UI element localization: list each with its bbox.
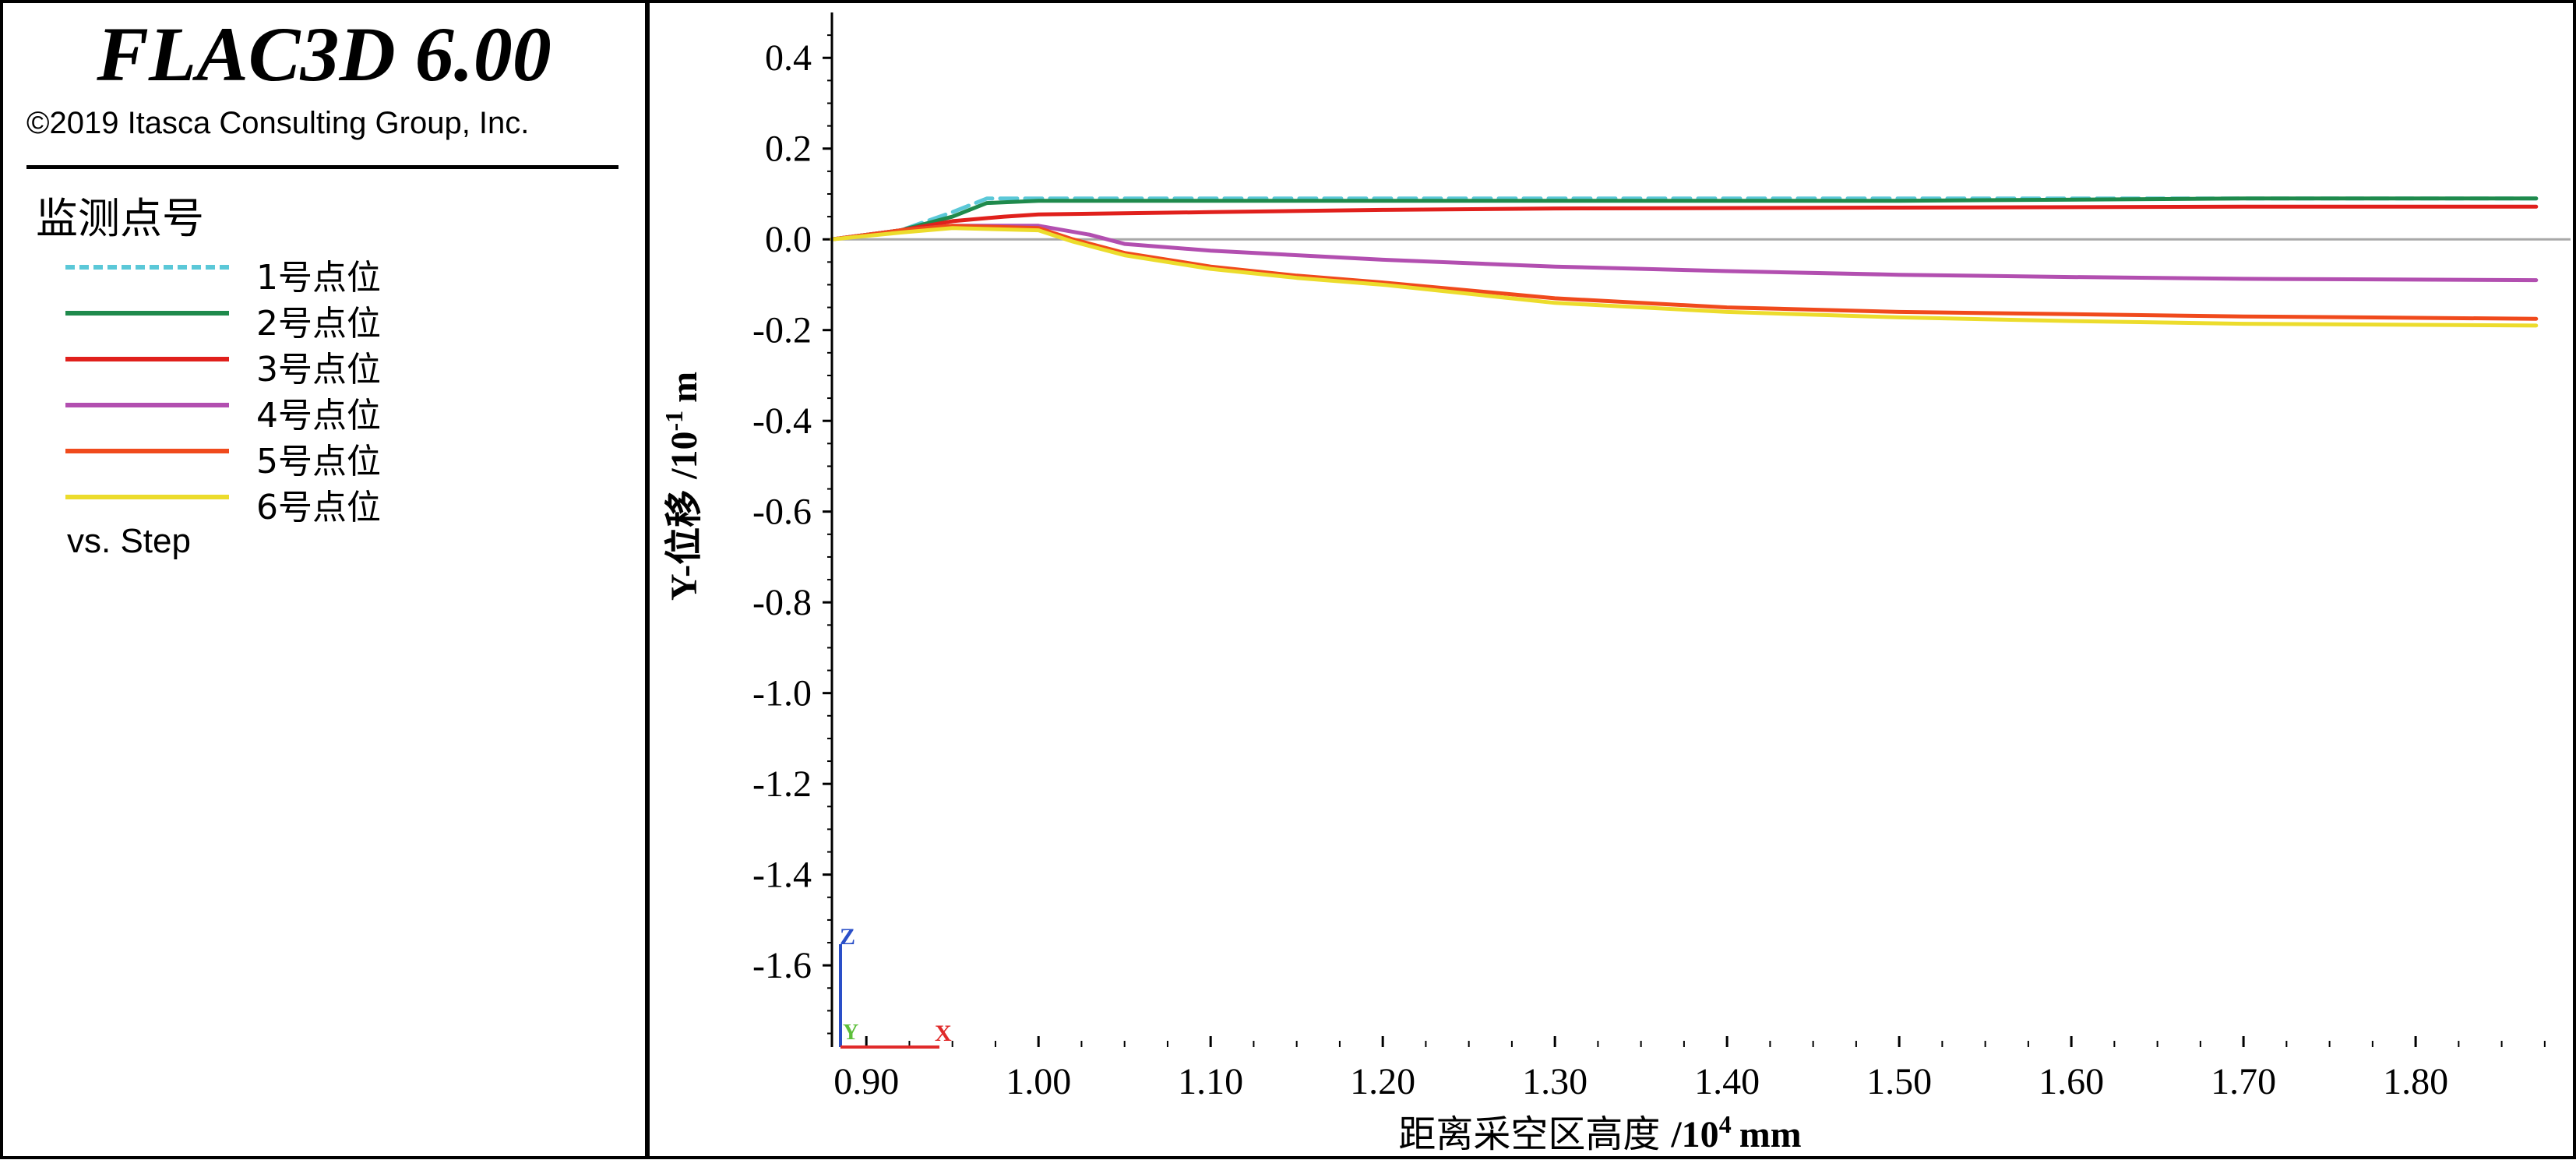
triad-z-label: Z [840,924,855,950]
axes-triad: Z Y X [839,924,952,1049]
y-tick-label: 0.2 [765,129,812,170]
legend-label-2: 2号点位 [256,304,381,344]
app-title: FLAC3D 6.00 [97,11,551,97]
y-tick-label: 0.4 [765,37,812,79]
triad-x-label: X [935,1021,952,1046]
x-tick-label: 1.60 [2039,1061,2104,1102]
plot-area: 0.4 0.2 0.0 -0.2 -0.4 -0.6 -0.8 -1.0 -1.2 -1.4 -1.… [650,3,2573,1156]
y-tick-label: -1.2 [752,763,812,805]
y-axis-unit: /10 [664,432,705,480]
legend-swatch-5 [65,449,229,453]
copyright-text: ©2019 Itasca Consulting Group, Inc. [26,106,530,140]
x-tick-label: 1.30 [1522,1061,1588,1102]
x-axis-title: 距离采空区高度/104 mm [1398,1110,1801,1155]
x-axis-unit: /10 [1670,1114,1718,1155]
legend-label-6: 6号点位 [256,488,381,527]
line-chart: 0.4 0.2 0.0 -0.2 -0.4 -0.6 -0.8 -1.0 -1.2 -1.4 -1.… [660,12,2571,1155]
legend-label-1: 1号点位 [256,258,381,298]
y-tick-label: -0.6 [752,492,812,533]
legend-panel: FLAC3D 6.00 ©2019 Itasca Consulting Grou… [3,3,650,1156]
legend-label-5: 5号点位 [256,442,381,481]
legend-footer: vs. Step [67,522,191,560]
x-axis-label: 距离采空区高度 [1398,1114,1660,1155]
series-line-3 [830,204,2539,242]
legend-swatch-2 [65,311,229,316]
legend-divider [26,165,618,169]
legend-label-4: 4号点位 [256,396,381,435]
y-axis-label: Y-位移 [664,490,705,601]
x-tick-label: 1.10 [1178,1061,1243,1102]
y-tick-label: -0.2 [752,310,812,351]
y-axis-unit-tail: m [664,372,705,403]
legend-item-6: 6号点位 [65,479,611,527]
y-tick-label: -0.4 [752,400,812,442]
legend-item-5: 5号点位 [65,433,611,481]
x-tick-label: 1.00 [1006,1061,1071,1102]
legend-item-2: 2号点位 [65,295,611,344]
legend-item-4: 4号点位 [65,387,611,435]
x-axis-unit-tail: mm [1739,1114,1802,1155]
series-layer [830,196,2539,328]
legend-title: 监测点号 [36,194,204,243]
legend-swatch-1 [65,265,229,270]
y-tick-label: -1.0 [752,673,812,714]
x-axis-unit-exponent: 4 [1719,1110,1732,1138]
y-axis-unit-exponent: -1 [660,411,688,432]
series-line-2 [830,196,2539,242]
y-tick-label: -0.8 [752,582,812,623]
tick-layer: 0.4 0.2 0.0 -0.2 -0.4 -0.6 -0.8 -1.0 -1.2 -1.4 -1.… [752,34,2571,1102]
y-tick-label: -1.6 [752,945,812,986]
y-axis-title: Y-位移/10-1 m [660,372,705,601]
x-tick-label: 1.40 [1694,1061,1760,1102]
x-tick-label: 1.50 [1866,1061,1932,1102]
x-tick-label: 1.80 [2383,1061,2448,1102]
legend-item-1: 1号点位 [65,249,611,298]
legend-label-3: 3号点位 [256,350,381,390]
legend-swatch-3 [65,357,229,361]
series-line-4 [830,224,2539,283]
triad-y-label: Y [843,1021,858,1045]
x-tick-label: 1.20 [1350,1061,1415,1102]
y-tick-label: -1.4 [752,855,812,896]
x-tick-label: 1.70 [2211,1061,2276,1102]
legend-swatch-4 [65,403,229,407]
y-tick-label: 0.0 [765,219,812,260]
legend-swatch-6 [65,495,229,499]
series-line-5 [830,224,2539,321]
x-tick-label: 0.90 [833,1061,899,1102]
series-line-6 [830,226,2539,328]
legend-item-3: 3号点位 [65,341,611,390]
